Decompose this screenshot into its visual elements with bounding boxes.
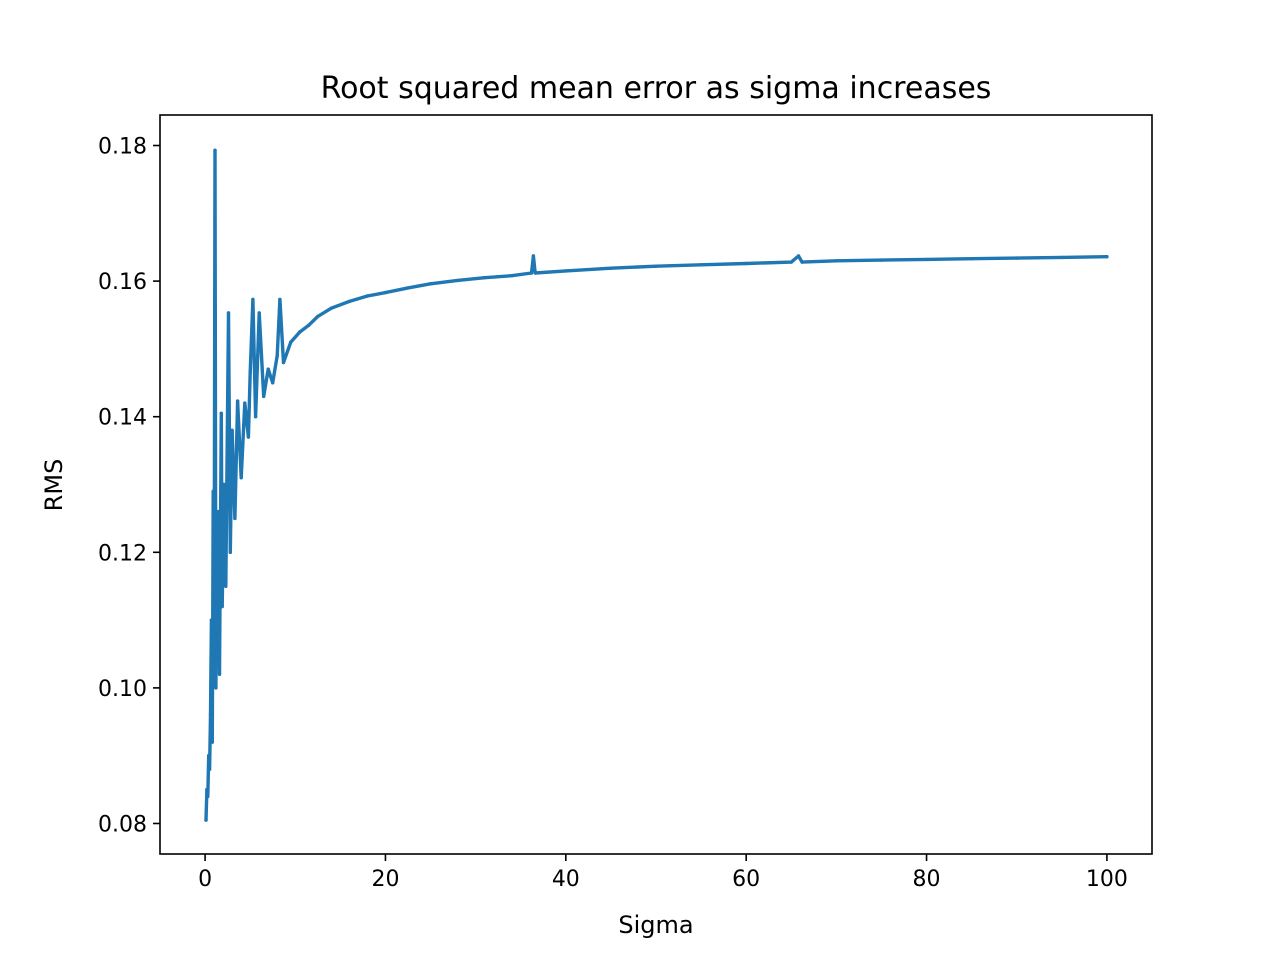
- data-point: [205, 787, 209, 792]
- data-point: [216, 509, 221, 514]
- data-point: [230, 428, 234, 432]
- data-point: [654, 264, 658, 268]
- data-point: [226, 311, 231, 315]
- x-axis: 0 20 40 60 80 100: [198, 854, 1128, 892]
- data-point: [246, 435, 251, 439]
- data-point: [209, 618, 214, 622]
- data-point: [1105, 255, 1109, 259]
- data-point: [365, 294, 370, 298]
- data-point: [1060, 255, 1064, 260]
- data-point: [220, 604, 224, 609]
- data-point: [347, 299, 352, 304]
- data-point: [564, 269, 568, 273]
- plot-area: [204, 148, 1109, 822]
- data-point: [266, 367, 270, 371]
- data-point: [239, 476, 243, 480]
- data-point: [1015, 256, 1019, 260]
- data-point: [789, 260, 793, 264]
- data-point: [278, 297, 282, 302]
- data-point: [271, 381, 275, 385]
- data-point: [204, 818, 208, 822]
- data-point: [208, 713, 213, 717]
- data-point: [206, 794, 210, 799]
- data-point: [211, 489, 215, 493]
- data-point: [800, 260, 804, 264]
- data-point: [796, 254, 801, 258]
- x-tick-label: 80: [913, 867, 941, 892]
- data-point: [243, 401, 247, 405]
- data-point: [222, 482, 226, 487]
- data-point: [248, 370, 252, 375]
- y-tick-label: 0.18: [98, 135, 147, 160]
- data-point: [483, 276, 487, 280]
- y-tick-label: 0.16: [98, 270, 147, 295]
- data-point: [744, 261, 748, 266]
- data-point: [262, 394, 266, 399]
- data-point: [251, 297, 255, 302]
- data-point: [217, 672, 222, 676]
- data-point: [879, 258, 884, 262]
- data-point: [406, 286, 410, 290]
- data-point: [224, 584, 228, 588]
- data-point: [289, 340, 293, 344]
- series-line: [204, 148, 1109, 822]
- data-point: [533, 271, 537, 275]
- data-point: [228, 550, 232, 554]
- data-point: [699, 263, 703, 267]
- data-point: [207, 767, 212, 771]
- data-point: [529, 271, 534, 275]
- data-point: [609, 266, 613, 270]
- x-tick-label: 100: [1086, 867, 1128, 892]
- data-point: [834, 259, 839, 263]
- data-point: [207, 754, 211, 758]
- y-tick-label: 0.12: [98, 541, 147, 566]
- data-point: [329, 306, 333, 310]
- plot-frame: [159, 114, 1153, 855]
- data-point: [214, 686, 218, 690]
- y-axis-label: RMS: [40, 459, 68, 512]
- data-point: [383, 290, 388, 295]
- data-point: [307, 323, 311, 327]
- data-point: [275, 354, 279, 358]
- data-point: [428, 282, 433, 286]
- data-point: [298, 330, 302, 334]
- data-point: [253, 415, 258, 419]
- x-tick-label: 60: [732, 867, 760, 892]
- x-axis-label: Sigma: [618, 911, 693, 939]
- data-point: [213, 148, 217, 152]
- y-axis: 0.08 0.10 0.12 0.14 0.16 0.18: [98, 135, 160, 837]
- x-tick-label: 40: [552, 867, 580, 892]
- x-tick-label: 20: [371, 867, 399, 892]
- y-tick-label: 0.08: [98, 812, 147, 837]
- data-point: [455, 278, 460, 283]
- data-point: [219, 411, 223, 415]
- data-point: [257, 311, 261, 315]
- data-point: [210, 740, 214, 744]
- data-point: [235, 399, 240, 403]
- data-point: [316, 314, 320, 319]
- y-tick-label: 0.14: [98, 406, 147, 431]
- data-point: [212, 652, 216, 656]
- chart-title: Root squared mean error as sigma increas…: [321, 71, 992, 106]
- x-tick-label: 0: [198, 867, 212, 892]
- data-point: [531, 254, 536, 258]
- data-point: [215, 530, 219, 534]
- data-point: [233, 516, 237, 521]
- data-point: [281, 360, 286, 365]
- y-tick-label: 0.10: [98, 677, 147, 702]
- data-point: [510, 274, 514, 278]
- data-point: [969, 257, 974, 261]
- data-point: [216, 632, 220, 636]
- data-point: [924, 257, 929, 262]
